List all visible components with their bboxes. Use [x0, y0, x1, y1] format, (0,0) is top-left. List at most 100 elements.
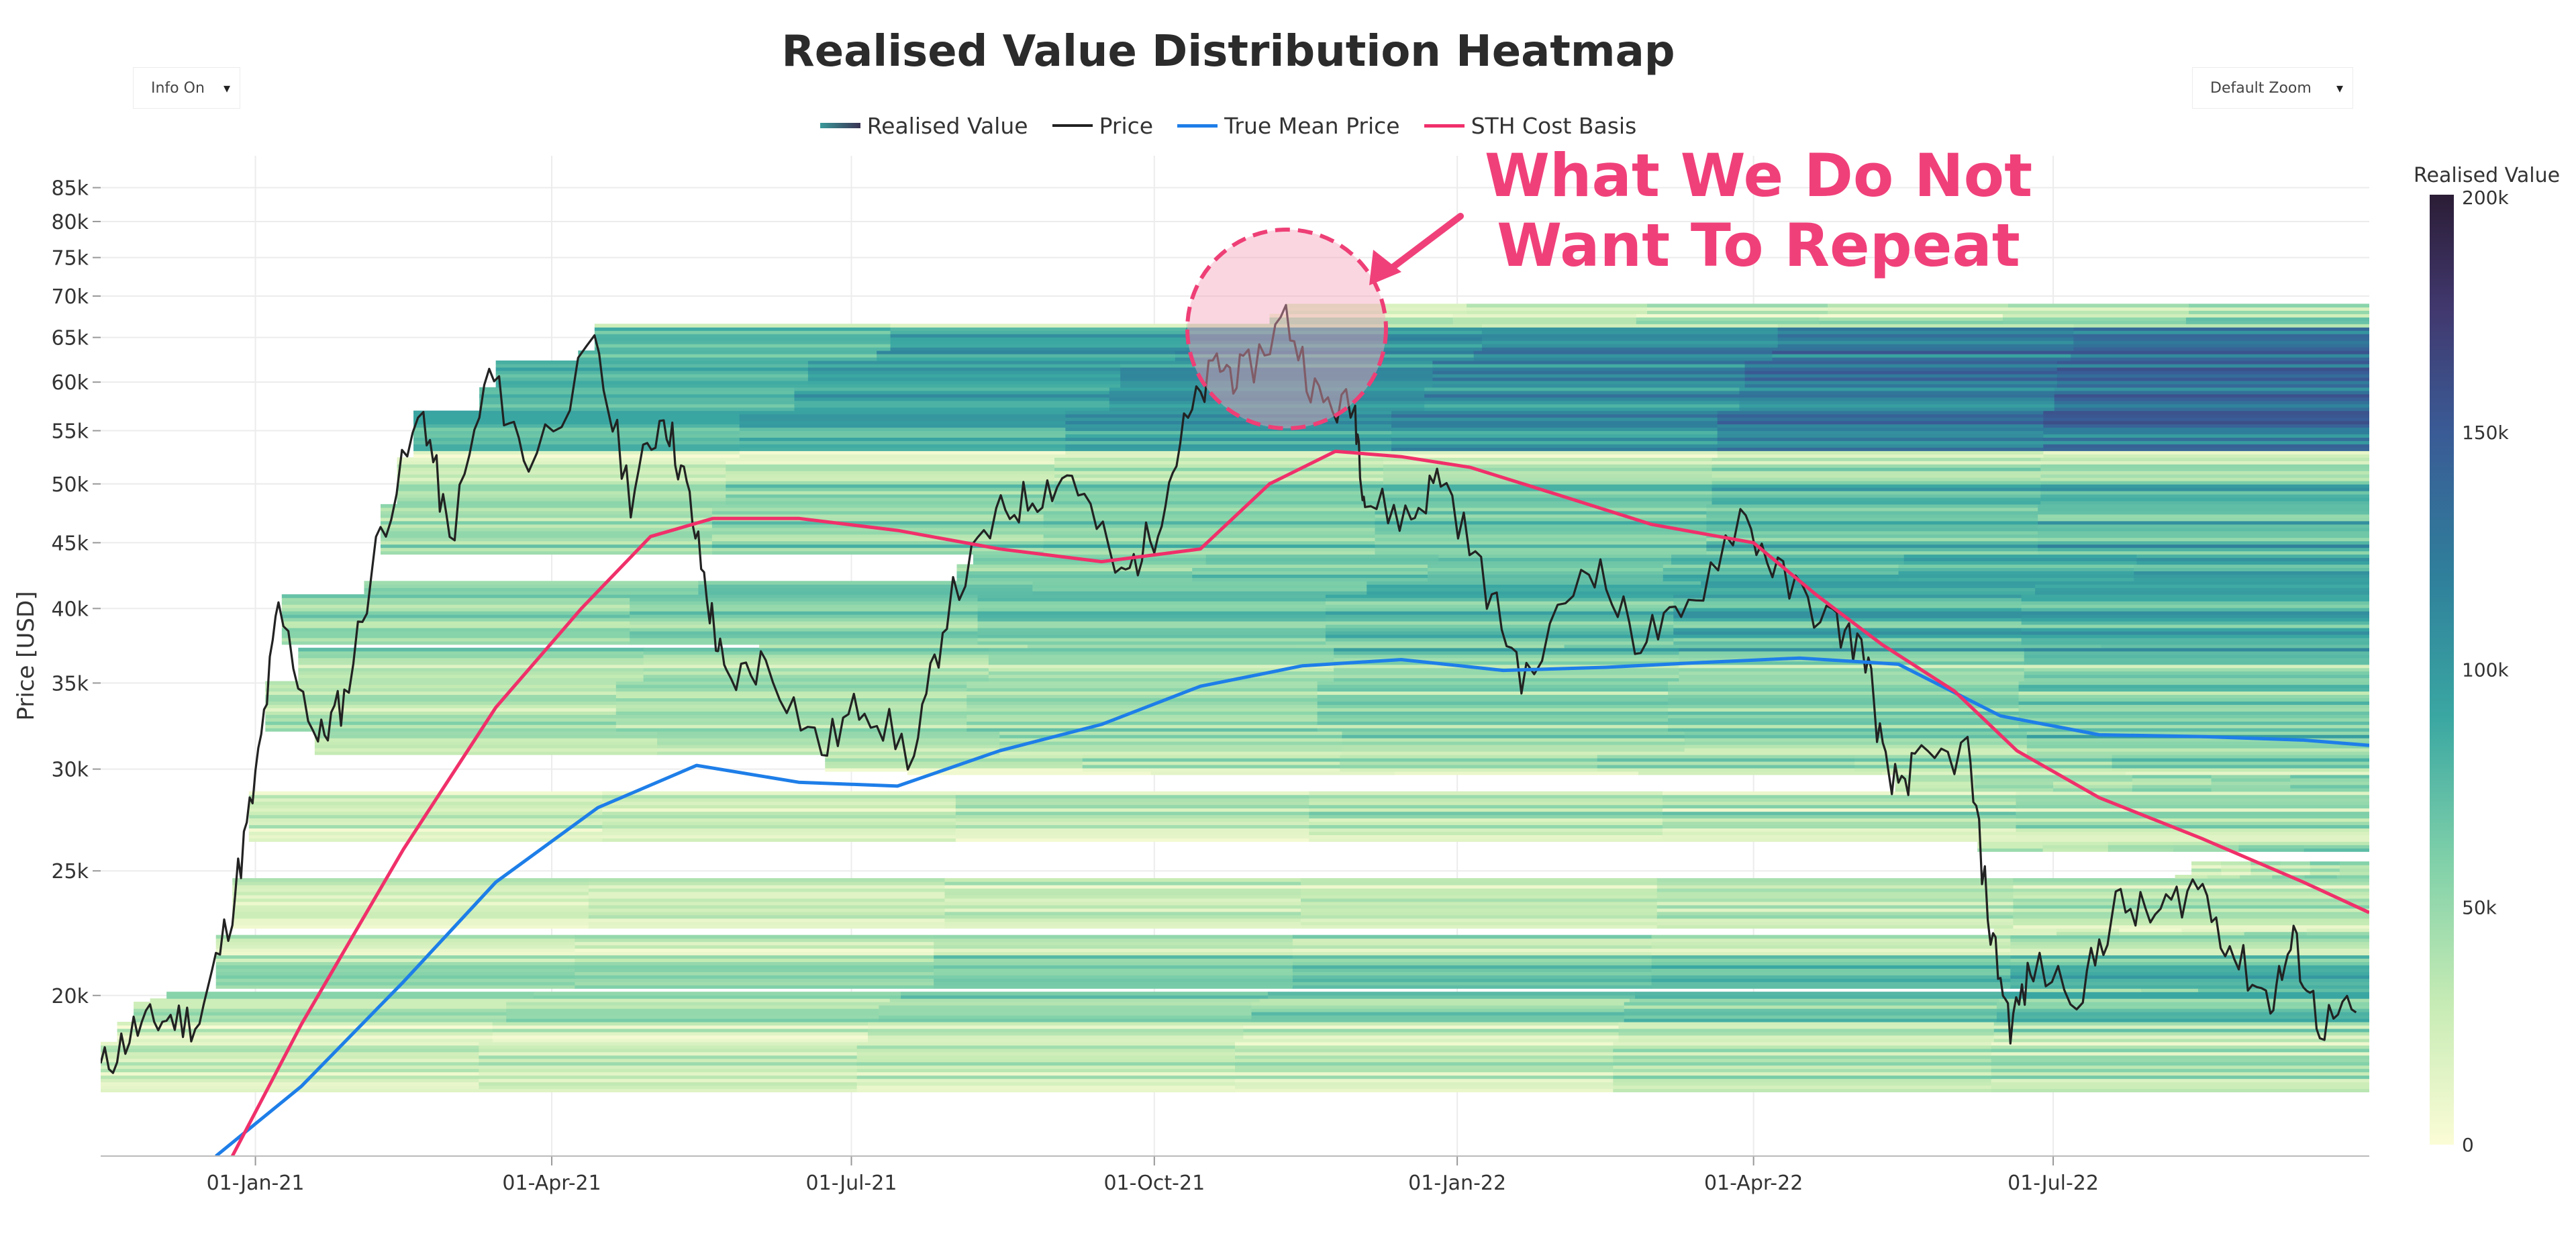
- heatmap-cell: [2010, 958, 2369, 963]
- heatmap-cell: [1819, 314, 2003, 318]
- heatmap-cell: [1624, 1008, 1997, 1012]
- heatmap-cell: [2043, 434, 2369, 438]
- heatmap-cell: [1043, 514, 1376, 518]
- heatmap-cell: [1427, 577, 1664, 581]
- heatmap-cell: [281, 601, 631, 605]
- heatmap-cell: [1301, 908, 1658, 912]
- heatmap-cell: [1974, 787, 2054, 792]
- legend-item-price[interactable]: Price: [1052, 113, 1153, 139]
- heatmap-cell: [1673, 611, 2022, 615]
- heatmap-cell: [1895, 777, 1975, 782]
- sth-cost-basis-swatch: [1424, 124, 1465, 128]
- heatmap-cell: [2013, 884, 2369, 889]
- heatmap-cell: [1301, 891, 1658, 896]
- heatmap-cell: [1301, 898, 1658, 902]
- heatmap-cell: [2054, 407, 2369, 412]
- heatmap-cell: [934, 978, 1293, 982]
- heatmap-cell: [575, 982, 935, 986]
- heatmap-cell: [1269, 320, 1454, 324]
- heatmap-cell: [413, 424, 740, 428]
- annotation-line-2: Want To Repeat: [1497, 211, 2020, 280]
- heatmap-cell: [1325, 634, 1675, 638]
- heatmap-cell: [2185, 317, 2369, 321]
- heatmap-cell: [232, 878, 589, 882]
- heatmap-cell: [1235, 1041, 1614, 1046]
- heatmap-cell: [726, 461, 1056, 465]
- zoom-label: Default Zoom: [2210, 79, 2312, 97]
- heatmap-cell: [1668, 704, 2020, 708]
- heatmap-cell: [879, 1005, 1252, 1009]
- heatmap-cell: [1340, 754, 1598, 759]
- heatmap-cell: [1618, 1038, 1995, 1043]
- heatmap-cell: [2021, 640, 2369, 645]
- heatmap-cell: [1043, 504, 1376, 508]
- heatmap-cell: [248, 794, 603, 799]
- heatmap-cell: [2013, 894, 2369, 899]
- heatmap-cell: [479, 1048, 858, 1053]
- heatmap-cell: [1744, 377, 2058, 381]
- y-tick-label: 75k: [51, 247, 89, 271]
- heatmap-cell: [506, 1008, 880, 1012]
- heatmap-cell: [1647, 310, 1829, 314]
- heatmap-cell: [602, 838, 956, 842]
- heatmap-cell: [506, 1005, 880, 1009]
- heatmap-cell: [2207, 875, 2241, 879]
- heatmap-cell: [977, 598, 1326, 602]
- heatmap-cell: [380, 514, 713, 518]
- heatmap-cell: [2040, 461, 2369, 465]
- heatmap-cell: [868, 1028, 1244, 1033]
- heatmap-cell: [1673, 637, 2022, 642]
- heatmap-cell: [397, 487, 727, 491]
- legend-label: True Mean Price: [1224, 112, 1400, 139]
- zoom-dropdown[interactable]: Default Zoom ▾: [2192, 67, 2353, 109]
- heatmap-cell: [492, 1038, 869, 1043]
- y-tick-label: 35k: [51, 672, 89, 696]
- heatmap-cell: [2038, 534, 2369, 538]
- heatmap-cell: [2021, 630, 2369, 635]
- heatmap-cell: [955, 794, 1310, 799]
- heatmap-cell: [1432, 360, 1746, 365]
- heatmap-cell: [215, 968, 576, 972]
- heatmap-cell: [1651, 975, 2012, 979]
- heatmap-cell: [711, 534, 1044, 538]
- heatmap-cell: [1251, 1015, 1625, 1019]
- heatmap-cell: [2024, 654, 2369, 659]
- heatmap-cell: [2211, 784, 2291, 789]
- legend-item-true-mean-price[interactable]: True Mean Price: [1177, 113, 1400, 139]
- heatmap-cell: [977, 634, 1326, 638]
- heatmap-cell: [1192, 571, 1428, 575]
- heatmap-cell: [479, 1082, 858, 1086]
- info-toggle-dropdown[interactable]: Info On ▾: [133, 67, 240, 109]
- heatmap-cell: [2073, 337, 2369, 341]
- heatmap-cell: [1186, 337, 1483, 341]
- heatmap-cell: [2040, 477, 2369, 481]
- series-lines: [101, 303, 2369, 1156]
- colorbar-tick-label: 0: [2462, 1134, 2474, 1156]
- heatmap-cell: [630, 624, 979, 628]
- heatmap-cell: [1854, 767, 2113, 772]
- heatmap-cell: [1432, 367, 1746, 371]
- legend-item-sth-cost-basis[interactable]: STH Cost Basis: [1424, 113, 1636, 139]
- heatmap-cell: [956, 571, 1193, 575]
- heatmap-cell: [265, 687, 617, 692]
- heatmap-cell: [1673, 608, 2022, 612]
- heatmap-cell: [1564, 644, 1834, 649]
- heatmap-cell: [955, 791, 1310, 796]
- heatmap-cell: [1706, 547, 2039, 552]
- heatmap-cell: [726, 484, 1056, 488]
- heatmap-cell: [2181, 928, 2245, 933]
- heatmap-cell: [2013, 908, 2369, 912]
- heatmap-cell: [1054, 464, 1384, 468]
- heatmap-cell: [615, 724, 968, 728]
- heatmap-cell: [711, 551, 1044, 555]
- legend-item-realised-value[interactable]: Realised Value: [820, 113, 1028, 139]
- heatmap-cell: [1993, 1038, 2369, 1043]
- heatmap-cell: [215, 941, 576, 946]
- heatmap-cell: [1268, 992, 1636, 996]
- heatmap-cell: [1671, 557, 1905, 562]
- heatmap-cell: [1043, 530, 1376, 535]
- heatmap-cell: [232, 901, 589, 906]
- heatmap-cell: [2191, 871, 2222, 875]
- heatmap-cell: [1706, 527, 2039, 532]
- heatmap-cell: [1717, 420, 2044, 425]
